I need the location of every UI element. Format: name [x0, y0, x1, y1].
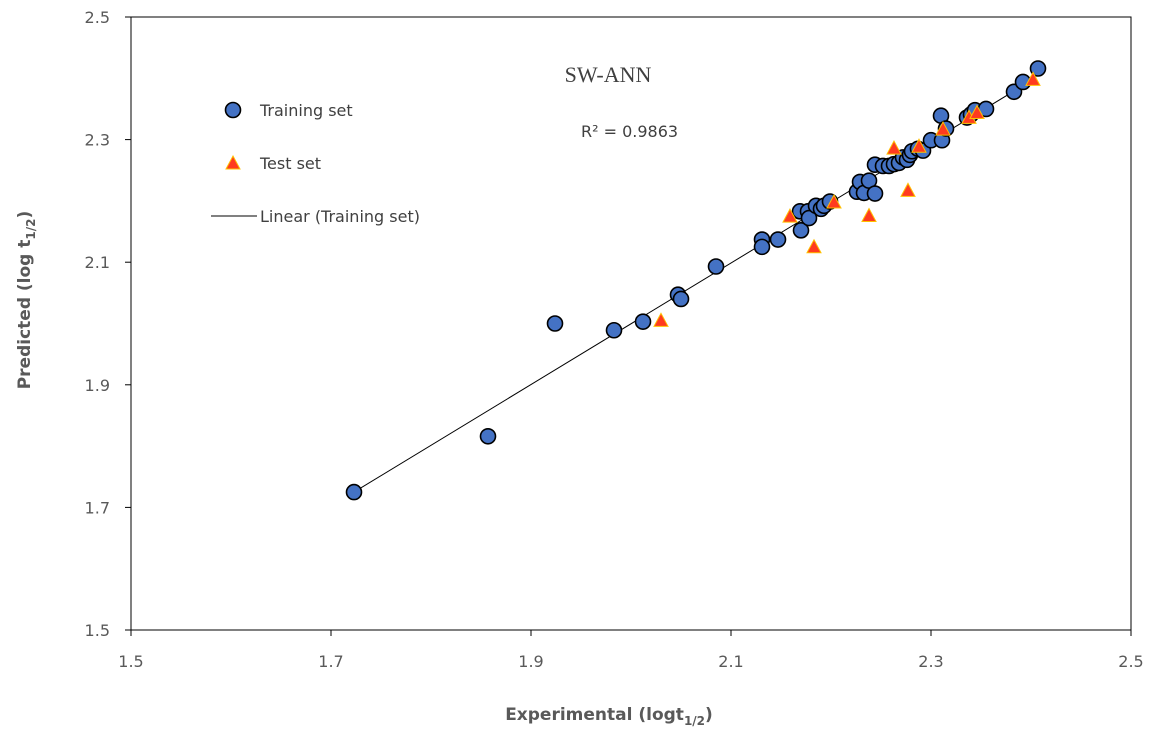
- test-point: [861, 207, 877, 222]
- y-tick-label: 2.5: [85, 8, 110, 27]
- y-tick-label: 1.7: [85, 498, 110, 517]
- legend-training-marker: [224, 101, 242, 119]
- tick-labels: 1.5 1.7 1.9 2.1 2.3 2.5 1.5 1.7 1.9 2.1 2.3 2.5: [85, 8, 1144, 671]
- plot-area: [130, 16, 1132, 631]
- plot-frame: [130, 16, 1132, 631]
- test-point: [900, 182, 916, 197]
- test-point: [782, 208, 798, 223]
- legend-test-label: Test set: [259, 154, 321, 173]
- training-point: [345, 483, 363, 501]
- training-point: [707, 258, 725, 275]
- training-point: [753, 238, 771, 256]
- y-tick-label: 2.3: [85, 131, 110, 150]
- y-tick-label: 2.1: [85, 253, 110, 272]
- training-point: [792, 222, 810, 239]
- y-tick-label: 1.9: [85, 376, 110, 395]
- test-point: [935, 121, 951, 136]
- training-point: [672, 290, 690, 308]
- training-point: [546, 315, 564, 332]
- test-point: [886, 140, 902, 155]
- test-point: [911, 138, 927, 153]
- r-squared-label: R² = 0.9863: [581, 122, 678, 141]
- chart-title: SW-ANN: [565, 62, 652, 87]
- training-point: [479, 427, 497, 445]
- x-tick-label: 1.5: [118, 652, 143, 671]
- y-axis-title: Predicted (log t1/2): [15, 211, 38, 390]
- training-point: [634, 313, 652, 330]
- test-point: [806, 238, 822, 254]
- x-tick-label: 2.1: [718, 652, 743, 671]
- training-point: [605, 321, 623, 339]
- x-tick-label: 2.3: [918, 652, 943, 671]
- test-point: [826, 193, 842, 209]
- training-point: [866, 185, 884, 202]
- test-point: [1025, 71, 1041, 86]
- test-point: [653, 312, 669, 327]
- training-point: [800, 209, 818, 227]
- points-layer: [345, 60, 1047, 501]
- legend-test-marker: [225, 154, 241, 170]
- x-axis-title: Experimental (logt1/2): [505, 705, 713, 728]
- y-tick-label: 1.5: [85, 621, 110, 640]
- legend: Training set Test set Linear (Training s…: [211, 101, 420, 226]
- legend-linear-label: Linear (Training set): [260, 207, 420, 226]
- training-point: [769, 231, 787, 248]
- x-tick-label: 2.5: [1118, 652, 1143, 671]
- x-tick-label: 1.9: [518, 652, 543, 671]
- legend-training-label: Training set: [259, 101, 353, 120]
- training-point: [1029, 60, 1047, 77]
- test-point: [969, 104, 985, 120]
- x-tick-label: 1.7: [318, 652, 343, 671]
